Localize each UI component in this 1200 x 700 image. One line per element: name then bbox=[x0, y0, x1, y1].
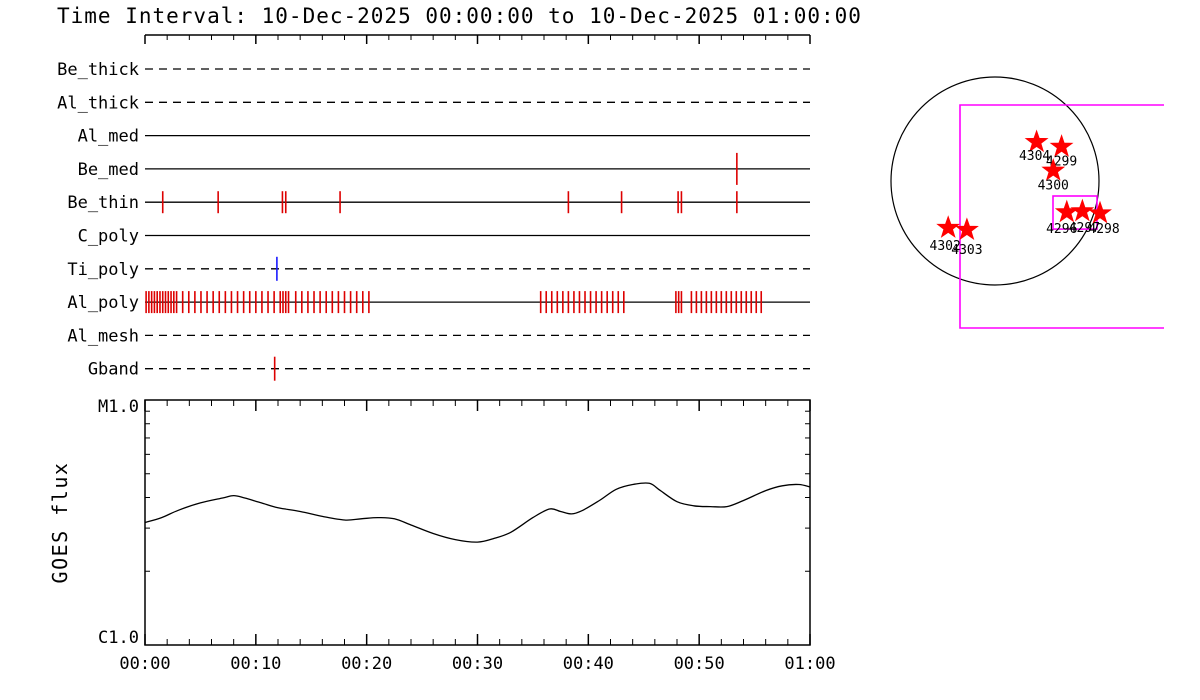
filter-row-label: Be_thick bbox=[57, 60, 139, 80]
filter-row-label: Gband bbox=[88, 360, 139, 380]
x-tick-label: 00:20 bbox=[341, 654, 392, 674]
active-region-4300: 4300 bbox=[1038, 158, 1069, 194]
active-region-4304: 4304 bbox=[1019, 129, 1050, 164]
star-icon bbox=[1088, 200, 1112, 224]
star-icon bbox=[1070, 198, 1095, 222]
filter-row-c_poly: C_poly bbox=[78, 227, 810, 247]
filter-row-al_mesh: Al_mesh bbox=[67, 326, 810, 346]
x-tick-label: 00:30 bbox=[452, 654, 503, 674]
goes-panel-frame bbox=[144, 399, 811, 646]
x-tick-label: 00:40 bbox=[563, 654, 614, 674]
star-icon bbox=[1049, 134, 1074, 157]
filter-row-be_thin: Be_thin bbox=[67, 191, 810, 214]
active-region-4299: 4299 bbox=[1046, 134, 1077, 170]
active-region-4303: 4303 bbox=[951, 217, 983, 258]
filter-row-al_thick: Al_thick bbox=[57, 93, 810, 113]
active-region-label: 4304 bbox=[1019, 149, 1050, 164]
x-tick-label: 00:10 bbox=[230, 654, 281, 674]
star-icon bbox=[1041, 158, 1066, 181]
active-region-label: 4303 bbox=[951, 243, 982, 258]
goes-flux-panel: M1.0 C1.0 GOES flux 00:00 00:10 00:20 00:30 00:… bbox=[48, 397, 836, 674]
filter-row-be_thick: Be_thick bbox=[57, 60, 810, 80]
filter-row-al_med: Al_med bbox=[78, 127, 810, 147]
goes-y-bottom-label: C1.0 bbox=[98, 628, 139, 648]
active-region-label: 4297 bbox=[1069, 221, 1100, 236]
active-region-4298: 4298 bbox=[1088, 200, 1120, 237]
goes-y-axis-title: GOES flux bbox=[48, 462, 72, 584]
active-region-label: 4300 bbox=[1038, 179, 1069, 194]
x-tick-label: 01:00 bbox=[784, 654, 835, 674]
star-icon bbox=[936, 215, 961, 238]
filter-row-gband: Gband bbox=[88, 356, 810, 381]
filter-row-be_med: Be_med bbox=[78, 152, 810, 185]
active-region-label: 4298 bbox=[1088, 222, 1119, 237]
star-icon bbox=[1024, 129, 1049, 153]
active-region-4297: 4297 bbox=[1069, 198, 1100, 236]
filter-row-label: Al_poly bbox=[67, 293, 139, 313]
filter-row-label: Al_mesh bbox=[67, 326, 139, 346]
star-icon bbox=[1054, 199, 1079, 223]
goes-y-top-label: M1.0 bbox=[98, 397, 139, 417]
xrt-filter-timeline: Be_thick Al_thick Al_med Be_med Be_thin C_pol… bbox=[57, 34, 811, 381]
filter-row-label: C_poly bbox=[78, 227, 139, 247]
star-icon bbox=[955, 217, 979, 241]
filter-row-label: Al_med bbox=[78, 127, 139, 147]
figure-title: Time Interval: 10-Dec-2025 00:00:00 to 1… bbox=[57, 4, 862, 28]
filter-row-al_poly: Al_poly bbox=[67, 291, 810, 314]
filter-row-label: Be_med bbox=[78, 160, 139, 180]
active-region-4302: 4302 bbox=[930, 215, 961, 254]
active-region-label: 4302 bbox=[930, 239, 961, 254]
active-region-label: 4296 bbox=[1046, 222, 1077, 237]
filter-row-label: Be_thin bbox=[67, 193, 139, 213]
x-tick-label: 00:00 bbox=[119, 654, 170, 674]
filter-row-ti_poly: Ti_poly bbox=[67, 256, 810, 281]
solar-limb bbox=[890, 76, 1100, 286]
filter-row-label: Al_thick bbox=[57, 93, 139, 113]
fov-rect-large bbox=[959, 104, 1164, 329]
goes-flux-curve bbox=[144, 482, 811, 543]
x-tick-label: 00:50 bbox=[674, 654, 725, 674]
filter-row-label: Ti_poly bbox=[67, 260, 139, 280]
